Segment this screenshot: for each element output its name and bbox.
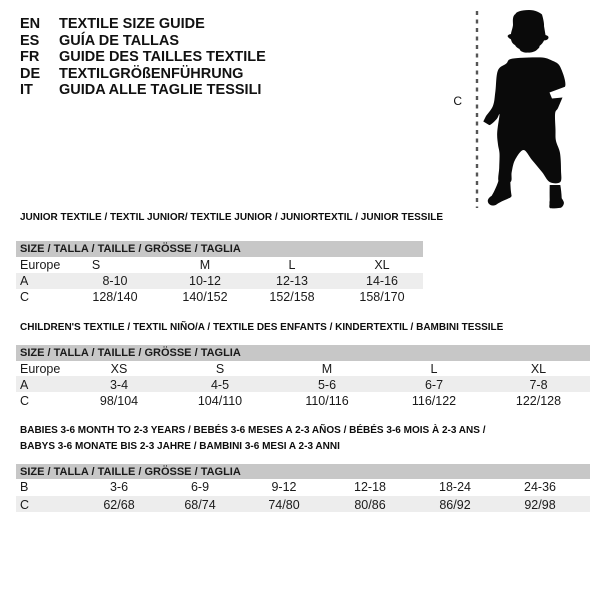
svg-text:C: C — [453, 94, 462, 108]
